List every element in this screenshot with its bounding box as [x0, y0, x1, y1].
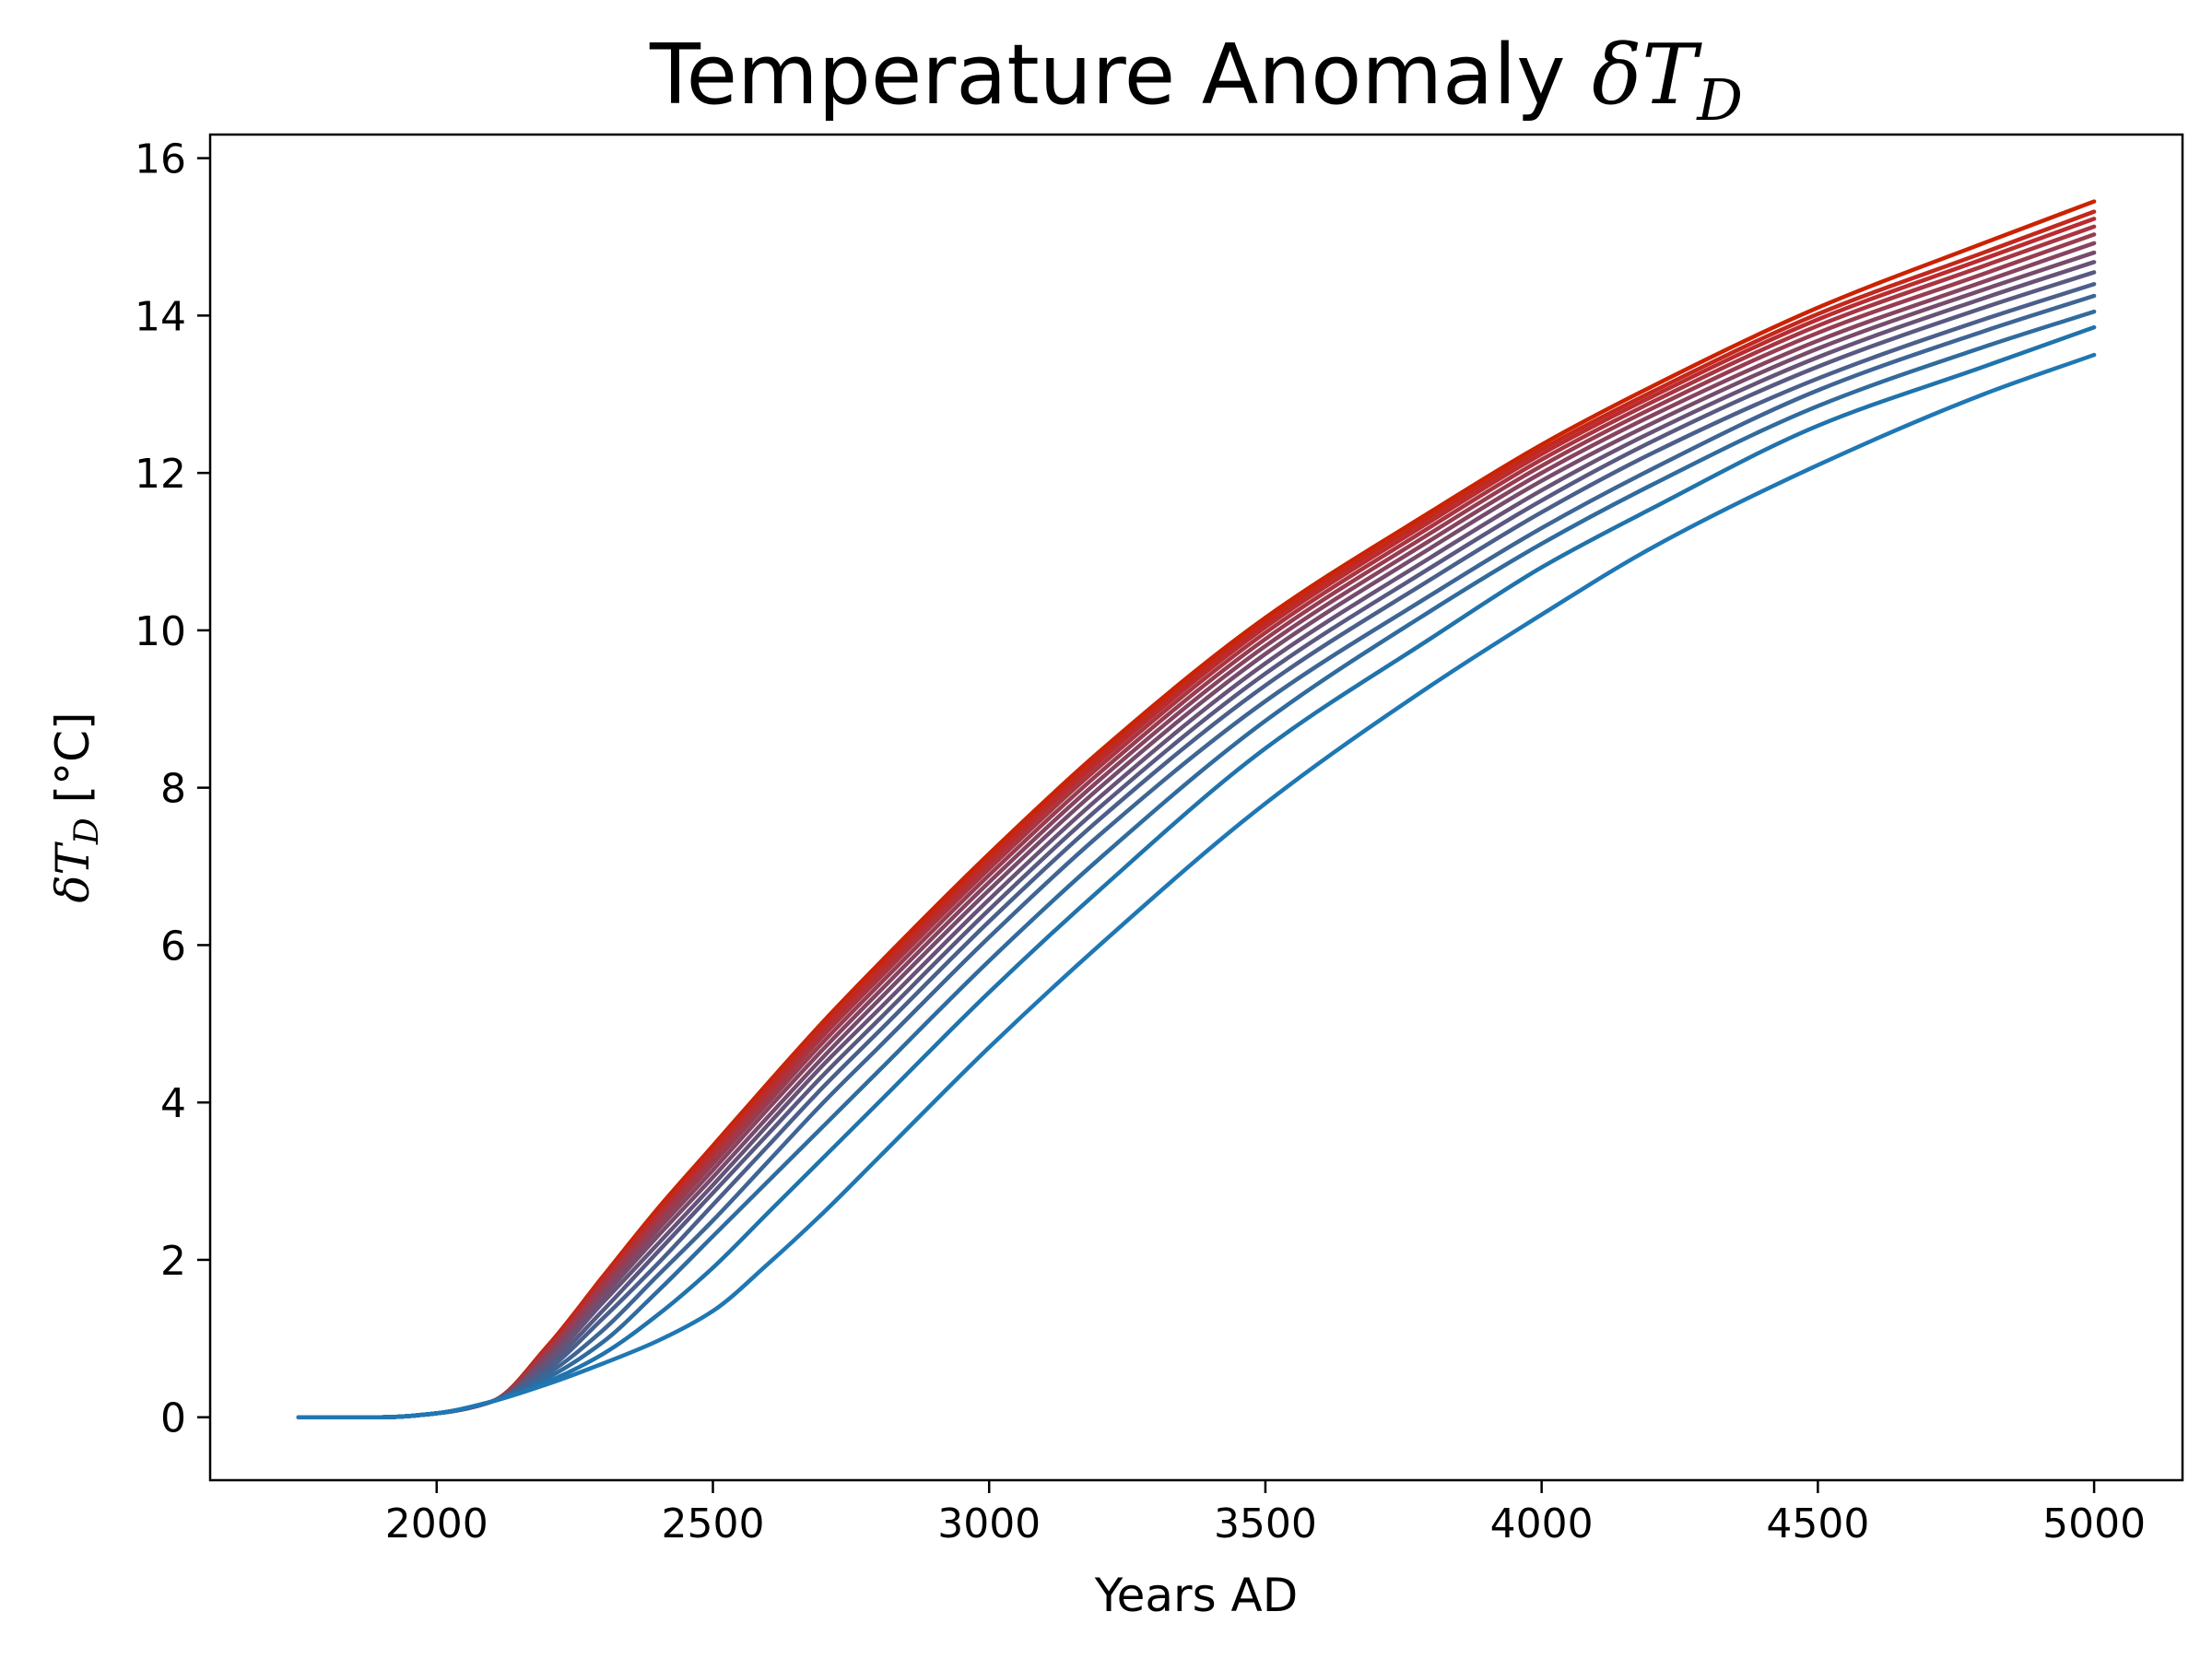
- series-line-14: [296, 199, 2097, 1419]
- y-tick-label: 10: [135, 608, 186, 655]
- chart-title-subscript: D: [1696, 66, 1743, 134]
- series-line-12: [296, 217, 2097, 1419]
- series-line-5: [296, 281, 2097, 1419]
- series-line-10: [296, 232, 2097, 1419]
- y-tick-label: 6: [160, 923, 186, 970]
- x-axis: 2000 2500 3000 3500 4000 4500 5000: [385, 1480, 2146, 1547]
- series-line-9: [296, 241, 2097, 1419]
- x-tick-label: 2000: [385, 1500, 488, 1547]
- y-tick-label: 14: [135, 293, 186, 340]
- y-axis-label: δTD [°C]: [46, 712, 106, 902]
- series-line-3: [296, 309, 2097, 1419]
- chart-title-symbol: δT: [1592, 27, 1702, 124]
- x-tick-label: 4000: [1490, 1500, 1594, 1547]
- chart-title-text: Temperature Anomaly: [649, 27, 1592, 124]
- series-line-2: [296, 324, 2097, 1419]
- y-axis-label-subscript: D: [68, 818, 106, 845]
- y-tick-label: 2: [160, 1238, 186, 1285]
- y-tick-label: 8: [160, 766, 186, 813]
- x-tick-label: 4500: [1766, 1500, 1869, 1547]
- y-tick-label: 16: [135, 136, 186, 183]
- series-line-4: [296, 293, 2097, 1419]
- x-tick-label: 3000: [937, 1500, 1041, 1547]
- x-axis-label: Years AD: [1094, 1569, 1299, 1622]
- x-tick-label: 2500: [661, 1500, 764, 1547]
- series-line-6: [296, 270, 2097, 1419]
- x-tick-label: 5000: [2042, 1500, 2146, 1547]
- series-line-7: [296, 260, 2097, 1419]
- y-tick-label: 0: [160, 1395, 186, 1442]
- series-line-1: [296, 352, 2097, 1419]
- y-axis-label-unit: [°C]: [46, 712, 100, 818]
- x-tick-label: 3500: [1214, 1500, 1317, 1547]
- y-tick-label: 12: [135, 451, 186, 498]
- y-axis: 0 2 4 6 8 10 12 14 16: [135, 136, 210, 1442]
- chart-title: Temperature Anomaly δTD: [649, 27, 1743, 134]
- series-line-8: [296, 250, 2097, 1419]
- y-tick-label: 4: [160, 1080, 186, 1127]
- series-line-13: [296, 209, 2097, 1419]
- y-axis-label-symbol: δT: [46, 841, 100, 902]
- axes-frame: [208, 133, 2184, 1482]
- plot-area: [296, 199, 2097, 1419]
